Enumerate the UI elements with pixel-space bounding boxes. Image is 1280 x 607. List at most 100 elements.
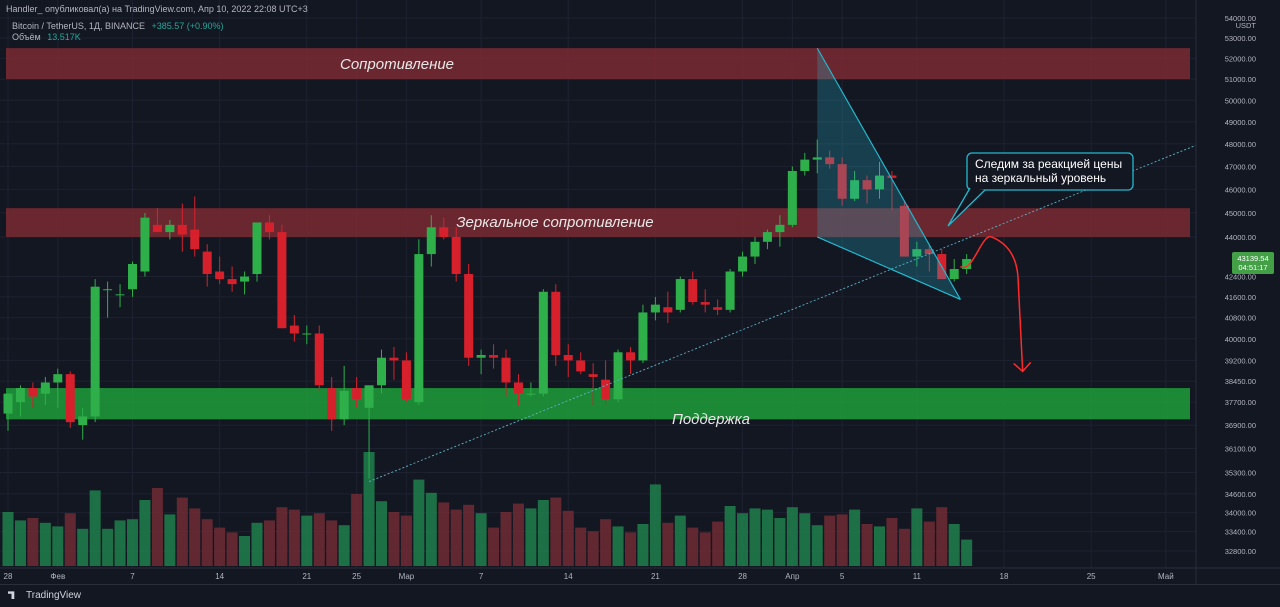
- y-tick-label: 34000.00: [1225, 509, 1256, 518]
- volume-bar: [400, 515, 412, 566]
- volume-bar: [936, 507, 948, 566]
- symbol-line: Bitcoin / TetherUS, 1Д, BINANCE: [12, 21, 145, 31]
- volume-bar: [151, 488, 163, 566]
- y-tick-label: 49000.00: [1225, 118, 1256, 127]
- resistance-label: Сопротивление: [340, 56, 454, 73]
- candle-body: [3, 393, 13, 414]
- candle-body: [800, 159, 810, 171]
- candle-body: [563, 354, 573, 361]
- candle-body: [675, 279, 685, 310]
- last-price-badge: 43139.54 04:51:17: [1232, 252, 1274, 274]
- candle-body: [364, 385, 374, 408]
- volume-bar: [251, 522, 263, 566]
- currency-label: USDT: [1236, 21, 1257, 30]
- candle-body: [837, 164, 847, 199]
- volume-bar: [824, 515, 836, 566]
- volume-bar: [948, 524, 960, 566]
- candle-body: [314, 333, 324, 386]
- volume-bar: [500, 512, 512, 566]
- x-tick-label: 28: [4, 572, 13, 581]
- volume-bar: [961, 539, 973, 566]
- volume-bar: [849, 509, 861, 566]
- candle-body: [165, 224, 175, 233]
- volume-bar: [761, 509, 773, 566]
- candle-body: [850, 180, 860, 199]
- candle-body: [526, 393, 536, 395]
- candle-body: [389, 357, 399, 361]
- volume-bar: [438, 502, 450, 566]
- candle-body: [15, 388, 25, 403]
- candle-body: [414, 254, 424, 403]
- volume-bar: [861, 524, 873, 566]
- volume-bar: [911, 508, 923, 566]
- countdown: 04:51:17: [1238, 263, 1267, 272]
- candle-body: [601, 379, 611, 400]
- footer: TradingView: [0, 584, 1280, 607]
- y-tick-label: 47000.00: [1225, 162, 1256, 171]
- price-axis: USDT: [1195, 0, 1280, 584]
- x-tick-label: 7: [479, 572, 484, 581]
- grid: [0, 0, 1196, 568]
- candle-body: [215, 271, 225, 280]
- volume-value: 13.517K: [47, 32, 81, 42]
- volume-bar: [226, 532, 238, 566]
- y-tick-label: 40000.00: [1225, 335, 1256, 344]
- support-zone: [6, 388, 1190, 420]
- tradingview-icon: [8, 591, 15, 600]
- volume-bar: [27, 518, 39, 566]
- x-tick-label: 21: [651, 572, 660, 581]
- candle-body: [327, 388, 337, 420]
- volume-bar: [811, 525, 823, 566]
- volume-bar: [799, 513, 811, 566]
- candle-body: [638, 312, 648, 361]
- x-tick-label: 18: [1000, 572, 1009, 581]
- volume-bar: [600, 519, 612, 566]
- symbol-info[interactable]: Bitcoin / TetherUS, 1Д, BINANCE +385.57 …: [12, 21, 224, 31]
- candle-body: [489, 354, 499, 358]
- volume-bar: [351, 494, 363, 566]
- candle-body: [240, 276, 250, 282]
- candle-body: [775, 224, 785, 233]
- volume-bar: [475, 513, 487, 566]
- volume-bar: [2, 512, 14, 566]
- candle-body: [576, 360, 586, 372]
- candle-body: [439, 227, 449, 237]
- candle-body: [588, 374, 598, 377]
- candle-body: [140, 217, 150, 272]
- candle-body: [912, 249, 922, 257]
- volume-legend[interactable]: Объём 13.517K: [12, 32, 81, 42]
- zone-labels: Сопротивление Зеркальное сопротивление П…: [340, 56, 750, 428]
- tradingview-logo[interactable]: TradingView: [8, 590, 81, 601]
- volume-bar: [537, 500, 549, 566]
- candle-body: [377, 357, 386, 386]
- candle-body: [513, 382, 523, 394]
- price-change: +385.57 (+0.90%): [151, 21, 224, 31]
- volume-bar: [276, 507, 288, 566]
- candle-body: [352, 388, 362, 400]
- candle-body: [277, 232, 287, 329]
- y-tick-label: 38450.00: [1225, 377, 1256, 386]
- candle-body: [90, 286, 100, 417]
- volume-bar: [898, 528, 910, 566]
- callout: Следим за реакцией цены на зеркальный ур…: [947, 152, 1134, 227]
- candle-body: [738, 256, 748, 272]
- y-tick-label: 33400.00: [1225, 528, 1256, 537]
- volume-bar: [724, 506, 736, 566]
- y-tick-label: 44000.00: [1225, 233, 1256, 242]
- candle-body: [78, 416, 88, 426]
- triangle-lower-edge: [817, 236, 961, 301]
- candle-body: [750, 241, 760, 257]
- x-tick-label: 11: [913, 572, 922, 581]
- volume-bar: [102, 528, 114, 566]
- candle-body: [264, 222, 274, 233]
- volume-bar: [189, 508, 201, 566]
- candle-body: [252, 222, 262, 275]
- candle-body: [924, 249, 934, 255]
- volume-bar: [139, 500, 151, 566]
- volume-bar: [425, 492, 437, 566]
- volume-bar: [77, 528, 89, 566]
- volume-bar: [176, 497, 188, 566]
- volume-bar: [612, 526, 624, 566]
- candle-body: [426, 227, 436, 255]
